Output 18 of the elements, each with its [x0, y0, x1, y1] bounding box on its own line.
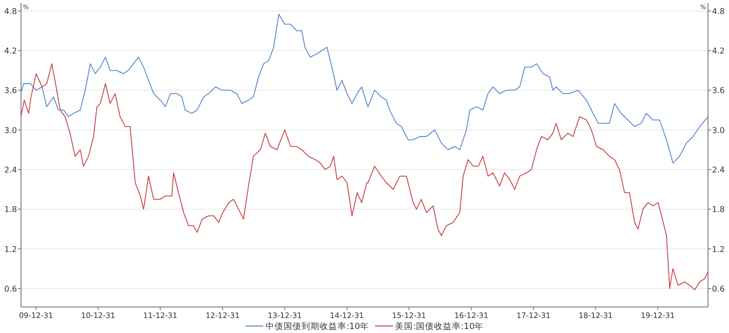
y2-tick-label: 4.8 [712, 6, 725, 16]
y2-tick-label: 3.0 [712, 126, 725, 135]
y-tick-label: 1.2 [4, 244, 17, 254]
y2-tick-label: 2.4 [712, 166, 725, 175]
y-tick-label: 3.6 [4, 86, 17, 96]
y2-tick-label: 4.2 [712, 46, 725, 56]
y-tick-label: 4.8 [4, 6, 17, 16]
y2-tick-label: 0.6 [712, 284, 725, 294]
y2-tick-label: 1.8 [712, 205, 725, 214]
legend-label: 中债国债到期收益率:10年 [265, 321, 370, 332]
y-tick-label: 0.6 [4, 284, 17, 294]
y2-tick-label: 1.2 [712, 244, 725, 254]
legend-label: 美国:国债收益率:10年 [395, 321, 484, 332]
y-tick-label: 4.2 [4, 46, 17, 56]
y2-tick-label: 3.6 [712, 86, 725, 96]
y-tick-label: 1.8 [4, 205, 17, 214]
y-tick-label: 2.4 [4, 166, 17, 175]
y-tick-label: 3.0 [4, 126, 17, 135]
